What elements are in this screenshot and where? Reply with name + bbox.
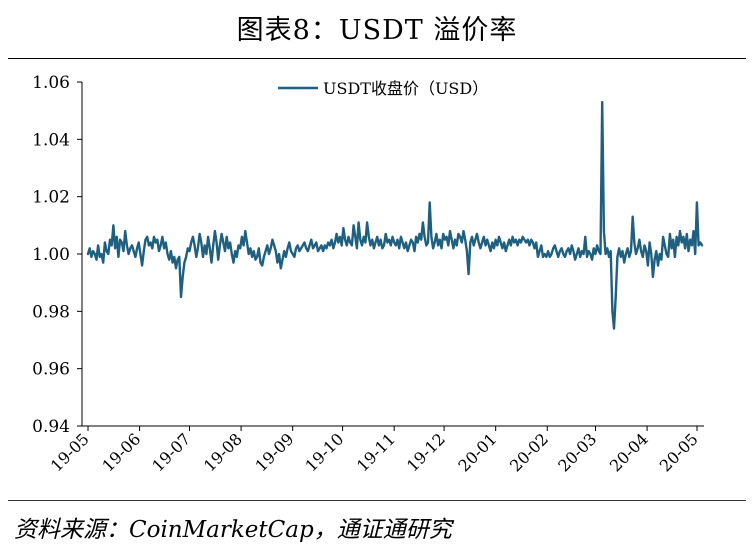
x-tick-label: 19-11	[353, 429, 399, 475]
y-tick-label: 1.06	[32, 73, 70, 93]
line-chart: 1.06 1.04 1.02 1.00 0.98 0.96 0.94 19-05 19-06 1…	[32, 73, 704, 475]
x-axis: 19-05 19-06 19-07 19-08 19-09 19-10 19-11 19-12…	[47, 425, 704, 475]
y-tick-label: 0.98	[32, 302, 70, 322]
x-tick-label: 19-10	[301, 429, 347, 475]
x-tick-label: 19-06	[98, 429, 144, 475]
x-tick-label: 20-03	[554, 429, 600, 475]
x-tick-label: 19-09	[251, 429, 297, 475]
y-tick-label: 1.02	[32, 188, 70, 208]
source-note: 资料来源：CoinMarketCap，通证通研究	[14, 517, 452, 543]
series-line-usdt	[86, 100, 704, 330]
legend-label: USDT收盘价（USD）	[323, 79, 488, 98]
x-tick-label: 19-08	[200, 429, 246, 475]
chart-title: 图表8：USDT 溢价率	[236, 15, 518, 46]
x-tick-label: 20-01	[454, 429, 500, 475]
title-divider	[8, 58, 746, 59]
y-tick-label: 1.04	[32, 130, 70, 150]
y-tick-label: 0.96	[32, 360, 70, 380]
series-layer	[86, 100, 704, 330]
x-tick-label: 20-04	[606, 429, 652, 475]
footer-divider	[8, 500, 746, 501]
x-tick-label: 19-07	[148, 429, 194, 475]
y-tick-label: 1.00	[32, 245, 70, 265]
x-tick-label: 20-02	[506, 429, 552, 475]
y-tick-label: 0.94	[32, 417, 70, 437]
x-tick-label: 20-05	[656, 429, 702, 475]
x-tick-label: 19-12	[403, 429, 449, 475]
legend: USDT收盘价（USD）	[278, 79, 488, 98]
y-axis: 1.06 1.04 1.02 1.00 0.98 0.96 0.94	[32, 73, 83, 437]
